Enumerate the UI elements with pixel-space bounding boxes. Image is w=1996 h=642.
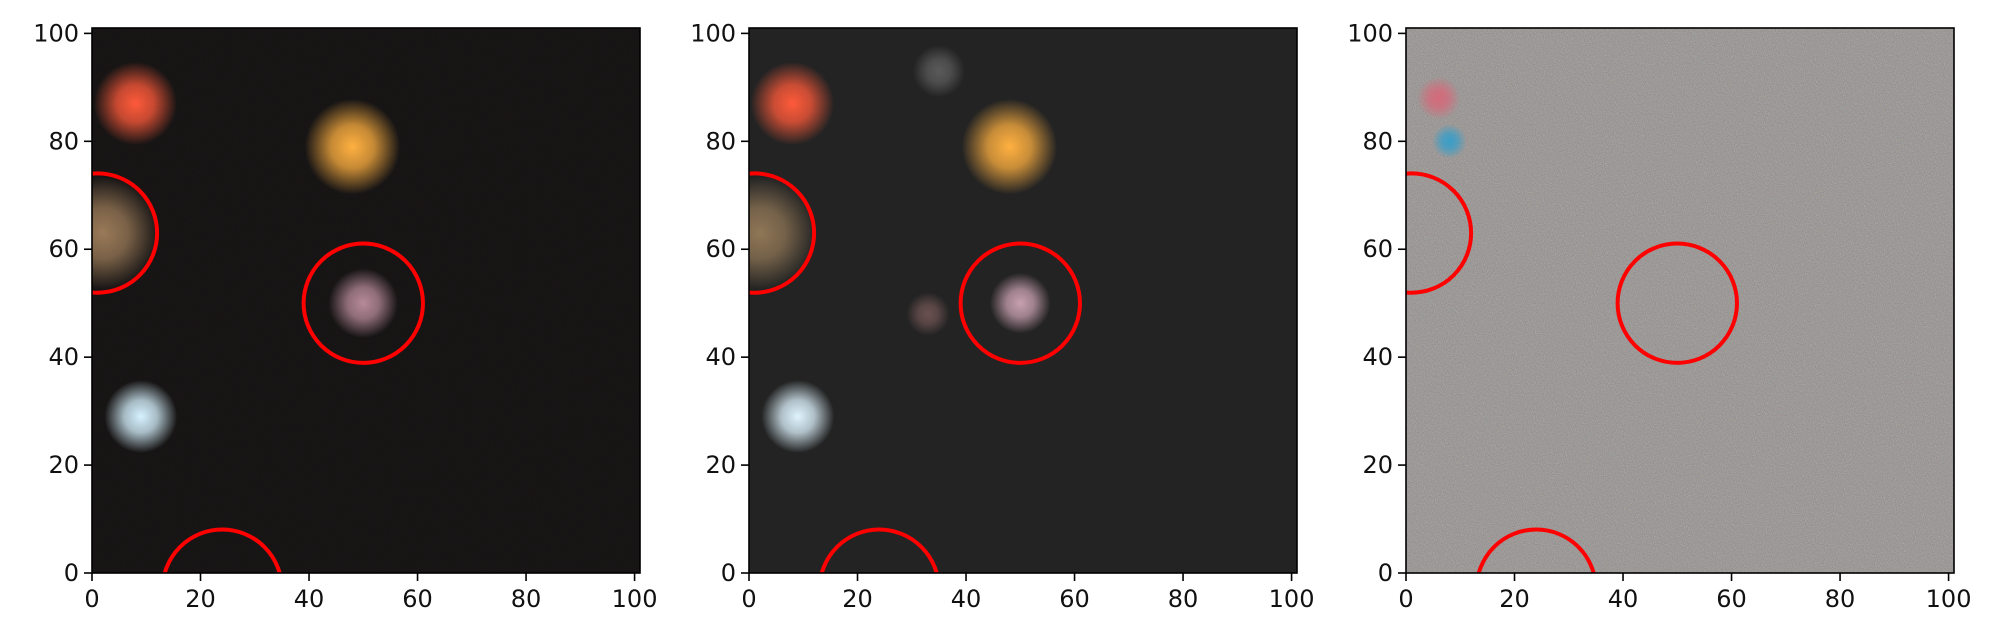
y-tick-label: 20 bbox=[48, 451, 79, 479]
marker-circle bbox=[1406, 171, 1474, 295]
x-tick-label: 80 bbox=[1825, 585, 1856, 613]
y-tick-label: 100 bbox=[690, 19, 736, 47]
source-pink-galaxy bbox=[989, 272, 1051, 334]
source-faint-galaxy bbox=[906, 292, 950, 336]
y-tick-label: 100 bbox=[1347, 19, 1393, 47]
image-area bbox=[749, 28, 1297, 573]
source-residual-red-spot bbox=[1416, 76, 1461, 120]
y-tick-label: 80 bbox=[705, 127, 736, 155]
source-red-star bbox=[93, 61, 178, 146]
image-noise bbox=[1406, 28, 1954, 573]
x-tick-label: 40 bbox=[294, 585, 325, 613]
x-tick-label: 20 bbox=[842, 585, 873, 613]
y-tick-label: 0 bbox=[64, 559, 79, 587]
y-tick-label: 60 bbox=[705, 235, 736, 263]
x-tick-label: 20 bbox=[1499, 585, 1530, 613]
source-brown-galaxy bbox=[92, 176, 160, 290]
y-tick-label: 80 bbox=[1362, 127, 1393, 155]
y-tick-label: 20 bbox=[705, 451, 736, 479]
x-tick-label: 80 bbox=[511, 585, 542, 613]
marker-circle bbox=[819, 527, 939, 573]
x-tick-label: 100 bbox=[1926, 585, 1972, 613]
image-area bbox=[1406, 28, 1954, 573]
marker-circle bbox=[1615, 241, 1739, 365]
x-tick-label: 100 bbox=[1269, 585, 1315, 613]
x-tick-label: 60 bbox=[1059, 585, 1090, 613]
marker-circle bbox=[749, 171, 817, 295]
x-tick-label: 100 bbox=[612, 585, 658, 613]
x-tick-label: 60 bbox=[1716, 585, 1747, 613]
x-tick-label: 0 bbox=[84, 585, 99, 613]
panel-residual: 0 20 40 60 80 100 0 20 40 60 80 100 bbox=[1347, 19, 1972, 613]
x-tick-label: 60 bbox=[402, 585, 433, 613]
x-tick-label: 20 bbox=[185, 585, 216, 613]
x-tick-label: 40 bbox=[1608, 585, 1639, 613]
panel-model: 0 20 40 60 80 100 0 20 40 60 80 100 bbox=[690, 19, 1315, 613]
marker-circle bbox=[1476, 527, 1596, 573]
axes-frame bbox=[748, 27, 1298, 574]
source-faint-top-source bbox=[912, 45, 965, 98]
y-tick-label: 20 bbox=[1362, 451, 1393, 479]
y-tick-label: 40 bbox=[48, 343, 79, 371]
source-orange-galaxy bbox=[304, 98, 401, 195]
marker-circle bbox=[92, 171, 160, 295]
y-tick-label: 0 bbox=[1378, 559, 1393, 587]
marker-circle bbox=[162, 527, 282, 573]
axes-frame bbox=[91, 27, 641, 574]
x-tick-label: 80 bbox=[1168, 585, 1199, 613]
source-residual-streak bbox=[1432, 123, 1467, 159]
y-tick-label: 80 bbox=[48, 127, 79, 155]
y-tick-label: 0 bbox=[721, 559, 736, 587]
source-blue-star bbox=[761, 380, 835, 453]
source-blue-star bbox=[104, 380, 178, 453]
y-tick-label: 40 bbox=[1362, 343, 1393, 371]
y-tick-label: 100 bbox=[33, 19, 79, 47]
marker-circle bbox=[301, 241, 425, 365]
x-tick-label: 0 bbox=[1398, 585, 1413, 613]
y-tick-label: 40 bbox=[705, 343, 736, 371]
axes-frame bbox=[1405, 27, 1955, 574]
y-tick-label: 60 bbox=[48, 235, 79, 263]
source-pink-galaxy bbox=[328, 268, 399, 338]
marker-circle bbox=[958, 241, 1082, 365]
source-orange-galaxy bbox=[961, 98, 1058, 195]
x-tick-label: 40 bbox=[951, 585, 982, 613]
panel-observed: 0 20 40 60 80 100 0 20 40 60 80 100 bbox=[33, 19, 658, 613]
x-tick-label: 0 bbox=[741, 585, 756, 613]
source-red-star bbox=[750, 61, 835, 146]
source-brown-galaxy bbox=[749, 176, 817, 290]
image-area bbox=[92, 28, 640, 573]
y-tick-label: 60 bbox=[1362, 235, 1393, 263]
